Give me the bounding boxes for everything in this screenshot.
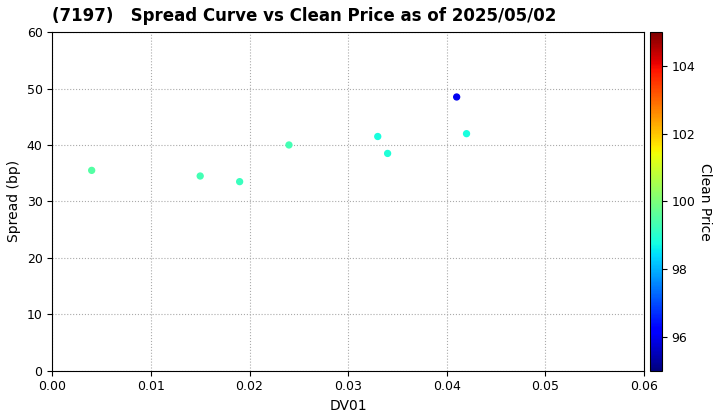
Y-axis label: Clean Price: Clean Price <box>698 163 712 240</box>
Point <box>86 167 97 174</box>
Point <box>461 130 472 137</box>
Text: (7197)   Spread Curve vs Clean Price as of 2025/05/02: (7197) Spread Curve vs Clean Price as of… <box>53 7 557 25</box>
X-axis label: DV01: DV01 <box>329 399 367 413</box>
Point <box>382 150 393 157</box>
Point <box>194 173 206 179</box>
Point <box>234 178 246 185</box>
Point <box>451 94 462 100</box>
Y-axis label: Spread (bp): Spread (bp) <box>7 160 21 242</box>
Point <box>372 133 384 140</box>
Point <box>283 142 294 148</box>
